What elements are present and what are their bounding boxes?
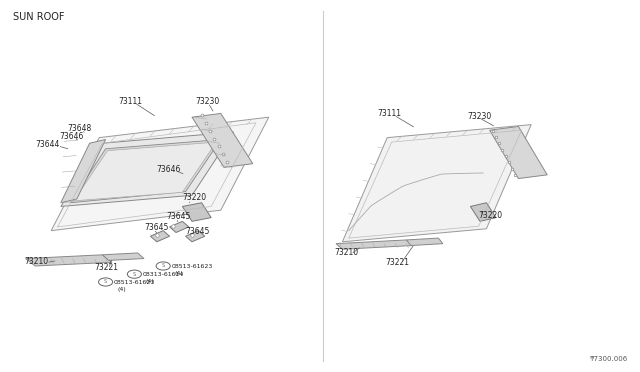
Polygon shape <box>186 231 205 242</box>
Text: 08513-61623: 08513-61623 <box>172 264 213 269</box>
Text: 73645: 73645 <box>144 223 168 232</box>
Text: 73111: 73111 <box>378 109 402 118</box>
Text: 08313-61614: 08313-61614 <box>143 272 184 278</box>
Polygon shape <box>70 140 221 203</box>
Text: 73221: 73221 <box>95 263 119 272</box>
Text: S: S <box>162 263 164 269</box>
Text: 73221: 73221 <box>385 258 410 267</box>
Polygon shape <box>74 142 216 201</box>
Polygon shape <box>51 117 269 231</box>
Text: SUN ROOF: SUN ROOF <box>13 12 64 22</box>
Text: (4): (4) <box>146 279 155 284</box>
Polygon shape <box>470 203 496 221</box>
Text: 73646: 73646 <box>157 165 181 174</box>
Text: 73220: 73220 <box>182 193 207 202</box>
Text: 08513-61623: 08513-61623 <box>114 280 156 285</box>
Polygon shape <box>342 125 531 242</box>
Text: 73646: 73646 <box>60 132 84 141</box>
Polygon shape <box>182 203 211 221</box>
Polygon shape <box>26 255 112 266</box>
Polygon shape <box>192 113 253 167</box>
Text: 73644: 73644 <box>35 140 60 149</box>
Text: S: S <box>104 279 107 285</box>
Text: 73210: 73210 <box>24 257 49 266</box>
Text: S: S <box>133 272 136 277</box>
Text: 73230: 73230 <box>467 112 492 121</box>
Polygon shape <box>150 231 170 242</box>
Text: 73645: 73645 <box>166 212 191 221</box>
Text: 73230: 73230 <box>195 97 220 106</box>
Text: 73648: 73648 <box>67 124 92 133</box>
Text: (4): (4) <box>175 271 184 276</box>
Text: 73111: 73111 <box>118 97 143 106</box>
Polygon shape <box>490 126 547 179</box>
Text: 73645: 73645 <box>186 227 210 236</box>
Text: (4): (4) <box>117 287 126 292</box>
Polygon shape <box>406 238 443 246</box>
Polygon shape <box>170 221 189 232</box>
Text: ͳ7300.006: ͳ7300.006 <box>589 356 627 362</box>
Polygon shape <box>61 140 106 203</box>
Text: 73220: 73220 <box>479 211 503 220</box>
Text: 73210: 73210 <box>334 248 358 257</box>
Polygon shape <box>102 253 144 260</box>
Polygon shape <box>336 240 413 249</box>
Polygon shape <box>61 132 234 206</box>
